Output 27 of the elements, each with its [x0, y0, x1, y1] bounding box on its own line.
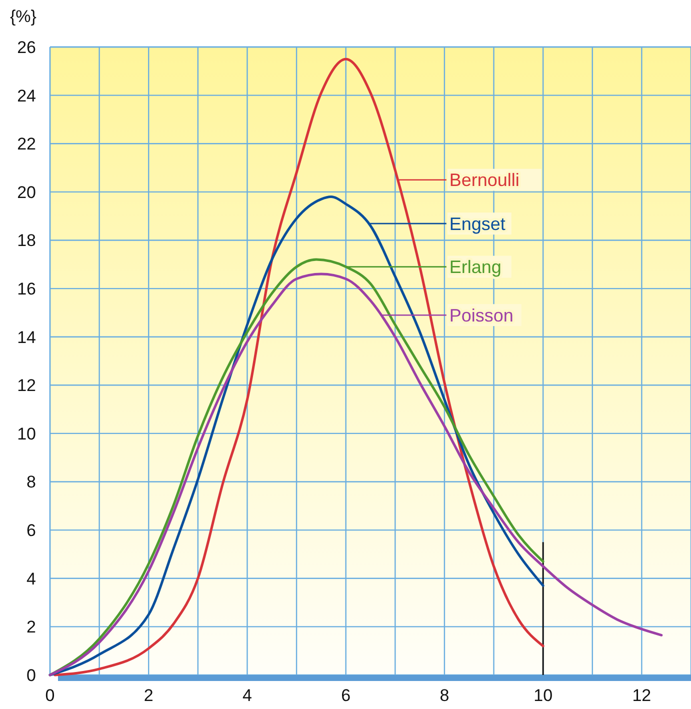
x-tick-label: 0: [45, 686, 55, 705]
legend-label: Bernoulli: [449, 170, 520, 190]
x-tick-label: 4: [242, 686, 252, 705]
x-tick-label: 2: [144, 686, 154, 705]
y-tick-label: 12: [17, 376, 36, 396]
y-tick-label: 10: [17, 424, 36, 444]
line-series: [54, 58, 544, 676]
x-tick-label: 10: [534, 686, 553, 705]
y-axis-title: {%}: [10, 7, 37, 26]
legend-label: Engset: [449, 214, 506, 234]
y-tick-label: 2: [26, 618, 36, 637]
x-tick-label: 6: [341, 686, 351, 705]
y-tick-label: 22: [17, 134, 36, 154]
y-tick-label: 6: [26, 521, 36, 540]
y-tick-label: 0: [26, 666, 36, 685]
y-tick-label: 24: [17, 86, 36, 106]
y-tick-label: 16: [17, 279, 36, 298]
x-tick-label: 8: [440, 686, 450, 705]
text: Erlang: [449, 257, 502, 278]
x-tick-label: 12: [632, 686, 652, 705]
y-tick-label: 26: [17, 38, 36, 57]
y-tick-label: 18: [17, 231, 36, 250]
y-tick-label: 8: [26, 472, 36, 492]
legend-label: Poisson: [449, 305, 514, 326]
y-tick-label: 14: [17, 328, 36, 347]
y-tick-label: 4: [26, 569, 36, 588]
y-tick-label: 20: [17, 182, 36, 202]
